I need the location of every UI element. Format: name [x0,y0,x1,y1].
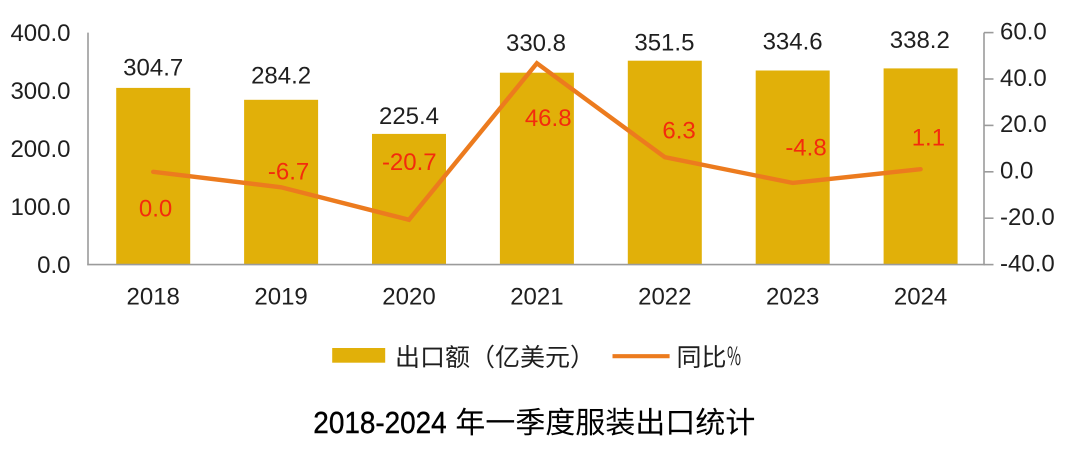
svg-text:20.0: 20.0 [1000,111,1047,138]
svg-text:334.6: 334.6 [763,28,823,55]
svg-text:2019: 2019 [254,283,307,310]
svg-text:2020: 2020 [382,283,435,310]
svg-text:-6.7: -6.7 [268,159,309,186]
svg-text:400.0: 400.0 [10,20,70,47]
svg-text:-20.7: -20.7 [382,149,437,176]
svg-text:0.0: 0.0 [139,195,172,222]
svg-text:300.0: 300.0 [10,78,70,105]
svg-text:330.8: 330.8 [506,30,566,57]
svg-text:0.0: 0.0 [1000,158,1033,185]
svg-text:2018-2024: 2018-2024 [313,406,446,441]
svg-text:2023: 2023 [766,283,819,310]
svg-text:46.8: 46.8 [525,105,572,132]
svg-text:304.7: 304.7 [123,55,183,82]
svg-text:2024: 2024 [894,283,947,310]
svg-text:284.2: 284.2 [251,63,311,90]
svg-text:338.2: 338.2 [890,27,950,54]
svg-text:225.4: 225.4 [379,103,439,130]
svg-text:6.3: 6.3 [662,118,695,145]
svg-text:40.0: 40.0 [1000,65,1047,92]
svg-text:60.0: 60.0 [1000,18,1047,45]
svg-text:2022: 2022 [638,283,691,310]
svg-text:2018: 2018 [127,283,180,310]
svg-text:0.0: 0.0 [37,252,70,279]
svg-text:-4.8: -4.8 [785,134,826,161]
svg-text:100.0: 100.0 [10,194,70,221]
svg-text:351.5: 351.5 [634,29,694,56]
svg-text:-20.0: -20.0 [1000,204,1055,231]
svg-text:1.1: 1.1 [912,125,945,152]
svg-text:-40.0: -40.0 [1000,250,1055,277]
svg-text:2021: 2021 [510,283,563,310]
svg-text:200.0: 200.0 [10,136,70,163]
